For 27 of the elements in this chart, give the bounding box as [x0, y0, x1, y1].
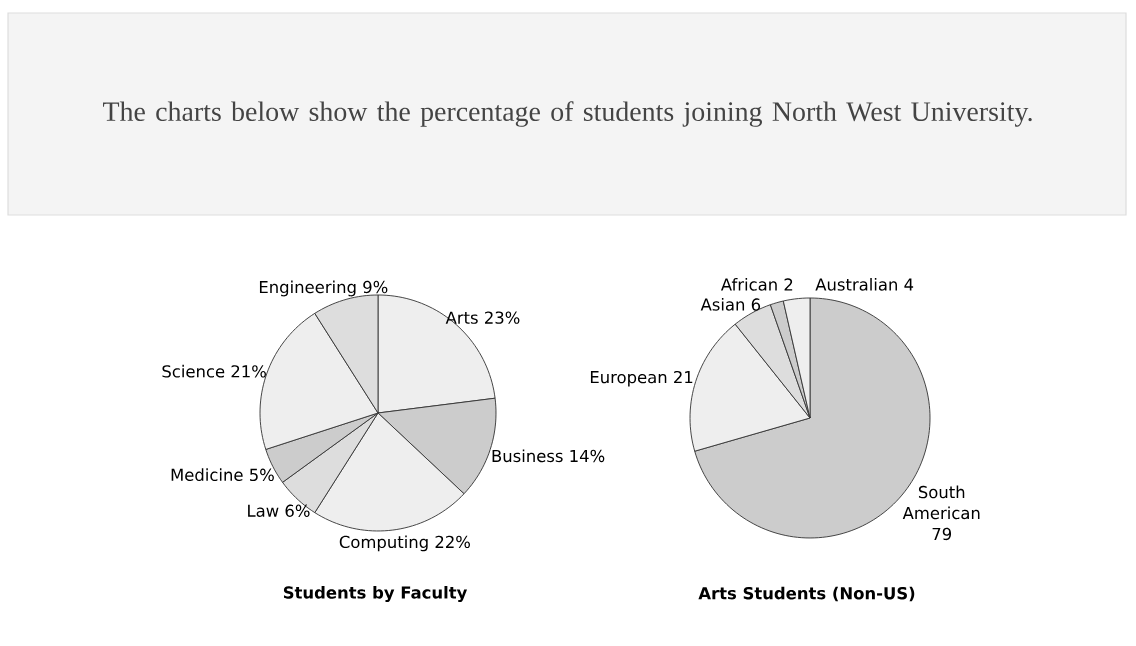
data-label: 21% — [231, 365, 266, 378]
slice-label: Law — [248, 504, 279, 517]
slice-label: African — [720, 278, 777, 291]
slice-label: Business — [492, 449, 563, 463]
slice-label: Engineering — [259, 280, 356, 297]
slice-label: Science — [162, 364, 225, 378]
data-label: 6 — [751, 298, 761, 311]
data-label: 22% — [435, 535, 470, 549]
slice-label: Asian — [700, 298, 745, 311]
data-label: 79 — [932, 527, 952, 541]
data-label: 2 — [784, 278, 793, 291]
data-label: 4 — [904, 278, 914, 291]
slice-label: European — [590, 371, 667, 387]
data-label: 21 — [674, 370, 693, 384]
slice-label: South American — [902, 485, 980, 520]
data-label: 9% — [363, 280, 388, 294]
slice-label: Australian — [815, 278, 897, 291]
slice-label: Computing — [339, 535, 428, 552]
text: The charts below show the percentage of students joining North West University. — [103, 101, 1032, 127]
slice-label: Arts — [445, 311, 478, 324]
data-label: 6% — [285, 504, 310, 517]
slice-label: Medicine — [171, 468, 243, 482]
text: Arts Students (Non-US) — [698, 586, 915, 602]
data-label: 23% — [485, 311, 520, 324]
data-label: 5% — [250, 468, 274, 482]
text: Students by Faculty — [283, 585, 468, 602]
data-label: 14% — [570, 449, 605, 463]
